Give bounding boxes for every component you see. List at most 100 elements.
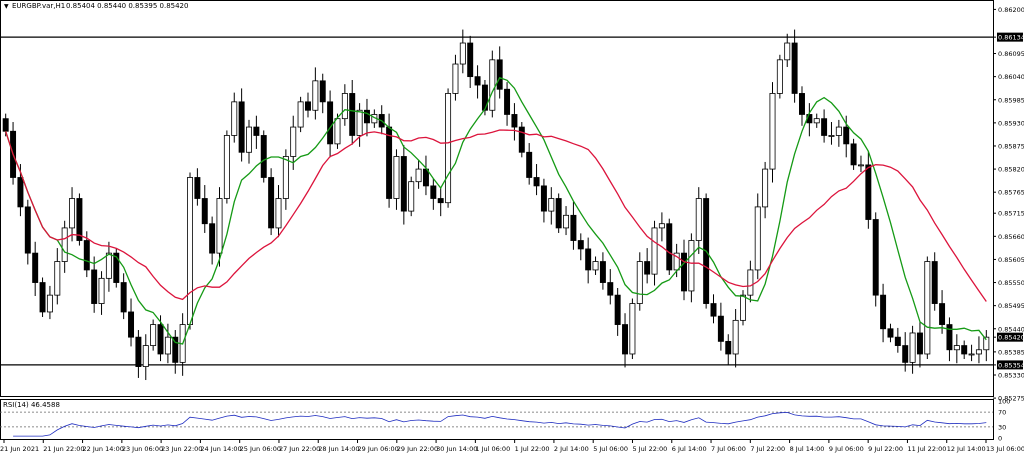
candle bbox=[187, 172, 193, 330]
price-axis-label: 0.85495 bbox=[998, 302, 1024, 310]
candle-body bbox=[459, 42, 466, 65]
candle-body bbox=[894, 336, 901, 346]
candle bbox=[570, 201, 577, 250]
candle bbox=[91, 256, 98, 313]
price-axis-label: 0.85715 bbox=[998, 210, 1024, 218]
candle-body bbox=[445, 93, 452, 204]
price-axis: 0.86200 0.86134 0.86095 0.86040 0.85985 0.859… bbox=[993, 6, 1024, 403]
candle-body bbox=[747, 269, 754, 296]
rsi-axis-label: 0 bbox=[998, 435, 1002, 443]
candle-body bbox=[105, 252, 112, 279]
price-axis-label: 0.85330 bbox=[998, 371, 1024, 379]
price-tag bbox=[997, 32, 1023, 42]
candle bbox=[312, 67, 319, 120]
candle bbox=[275, 185, 282, 238]
candle bbox=[577, 233, 584, 261]
candle-body bbox=[46, 294, 53, 313]
candle bbox=[688, 233, 695, 303]
candle-body bbox=[194, 177, 201, 199]
candle-body bbox=[223, 135, 230, 199]
candle-body bbox=[69, 198, 76, 229]
candle bbox=[363, 98, 370, 137]
candle-body bbox=[238, 101, 245, 153]
candle bbox=[916, 321, 923, 368]
candle bbox=[518, 122, 525, 158]
candle bbox=[747, 260, 754, 303]
symbol-dropdown-icon[interactable]: ▼ bbox=[4, 3, 9, 10]
candle-body bbox=[548, 198, 555, 212]
candle bbox=[46, 285, 53, 320]
candle-body bbox=[164, 336, 171, 355]
candle bbox=[164, 323, 171, 364]
candle bbox=[924, 256, 931, 360]
candle bbox=[327, 90, 334, 158]
candle bbox=[504, 82, 511, 126]
candle-body bbox=[636, 261, 643, 304]
candle bbox=[459, 29, 466, 74]
candle bbox=[607, 269, 614, 305]
candle-body bbox=[658, 223, 665, 229]
candle bbox=[983, 330, 990, 362]
time-axis-label: 8 Jul 14:00 bbox=[790, 445, 825, 453]
price-axis-label: 0.85930 bbox=[998, 119, 1024, 127]
candle-body bbox=[341, 93, 348, 120]
candle bbox=[548, 187, 555, 225]
candle-body bbox=[607, 282, 614, 296]
candle-body bbox=[83, 240, 90, 271]
candle-body bbox=[946, 324, 953, 351]
candle-body bbox=[61, 227, 68, 262]
candle-body bbox=[769, 93, 776, 170]
time-axis-label: 27 Jun 22:00 bbox=[279, 445, 320, 453]
candle-body bbox=[113, 252, 120, 283]
candle-body bbox=[850, 143, 857, 166]
candle bbox=[710, 294, 717, 324]
candle-body bbox=[386, 126, 393, 199]
candle bbox=[953, 334, 960, 364]
time-axis-label: 23 Jun 22:00 bbox=[161, 445, 202, 453]
candle-body bbox=[98, 277, 105, 304]
candle bbox=[128, 298, 135, 347]
candle bbox=[526, 143, 533, 185]
rsi-line bbox=[13, 411, 987, 437]
candle bbox=[681, 239, 687, 301]
candle-body bbox=[540, 185, 547, 212]
time-axis-label: 9 Jul 22:00 bbox=[868, 445, 903, 453]
candle bbox=[622, 313, 629, 368]
candle-body bbox=[305, 101, 311, 111]
time-axis-label: 23 Jun 06:00 bbox=[122, 445, 163, 453]
candle-body bbox=[673, 252, 680, 271]
candle-body bbox=[54, 261, 61, 296]
candle-body bbox=[120, 282, 127, 313]
candle-body bbox=[732, 319, 739, 355]
candle-body bbox=[695, 198, 702, 241]
time-axis-label: 25 Jun 06:00 bbox=[240, 445, 281, 453]
price-axis-label: 0.86040 bbox=[998, 73, 1024, 81]
candle bbox=[762, 161, 769, 219]
candle bbox=[644, 248, 651, 284]
candle-body bbox=[363, 109, 370, 124]
time-axis-label: 24 Jun 14:00 bbox=[200, 445, 241, 453]
candle-body bbox=[975, 349, 982, 355]
time-axis-label: 7 Jul 06:00 bbox=[711, 445, 746, 453]
price-tag bbox=[997, 360, 1023, 370]
candle-body bbox=[902, 345, 909, 363]
candle bbox=[585, 237, 592, 284]
price-axis-label: 0.85875 bbox=[998, 142, 1024, 150]
candle-body bbox=[216, 198, 223, 254]
time-axis-label: 28 Jun 14:00 bbox=[318, 445, 359, 453]
horizontal-levels[interactable] bbox=[0, 36, 993, 366]
candle-body bbox=[799, 93, 805, 115]
candle bbox=[452, 54, 459, 101]
candle-body bbox=[408, 181, 415, 212]
candle bbox=[821, 109, 828, 143]
candle-body bbox=[209, 223, 216, 254]
candle bbox=[850, 138, 857, 170]
candle bbox=[887, 323, 894, 343]
candle bbox=[776, 54, 783, 99]
price-tag-label: 0.85354 bbox=[998, 361, 1024, 369]
candle-body bbox=[585, 248, 592, 271]
price-axis-label: 0.85605 bbox=[998, 256, 1024, 264]
candle bbox=[592, 256, 599, 275]
